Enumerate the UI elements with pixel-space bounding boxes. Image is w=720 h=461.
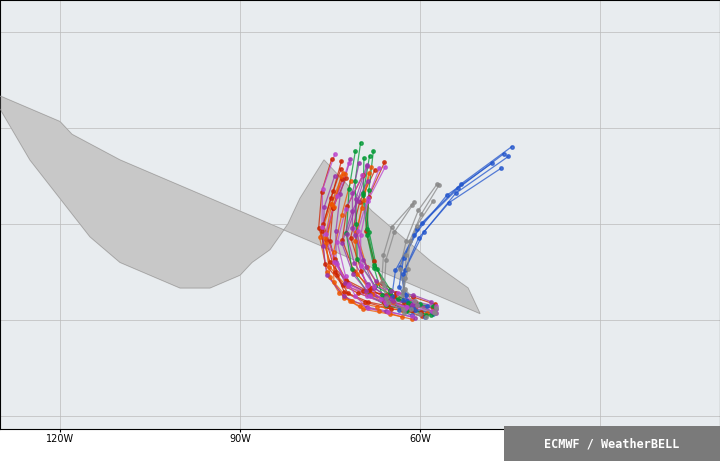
Text: ECMWF / WeatherBELL: ECMWF / WeatherBELL xyxy=(544,437,680,450)
Polygon shape xyxy=(0,96,480,313)
